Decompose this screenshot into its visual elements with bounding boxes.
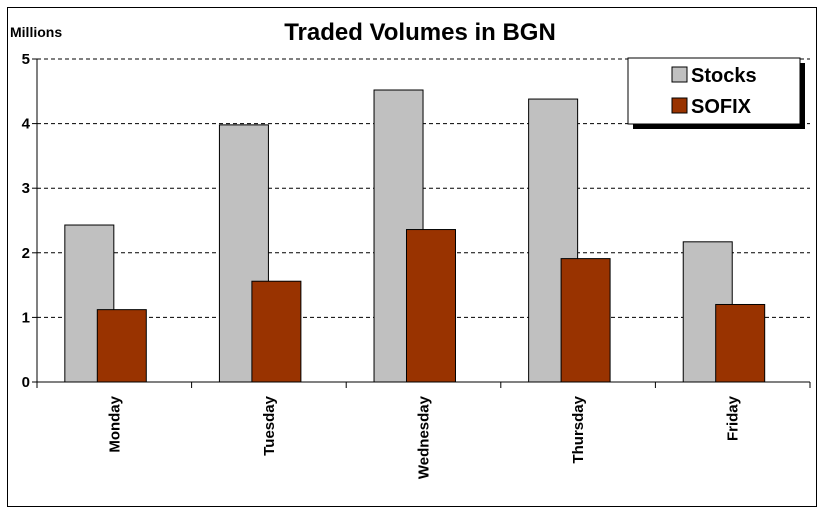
bar-sofix-wednesday (405, 229, 456, 383)
bars (64, 89, 766, 383)
x-category-label: Tuesday (261, 395, 278, 455)
y-tick-label: 5 (22, 51, 30, 68)
y-axis-ticks: 0 1 2 3 4 5 (22, 51, 37, 391)
y-tick-label: 0 (22, 374, 30, 391)
legend-box (627, 57, 801, 125)
bar-sofix-friday (715, 303, 766, 383)
bar-sofix-thursday (560, 258, 611, 383)
x-category-label: Wednesday (416, 395, 433, 479)
legend-swatch-sofix (671, 97, 688, 114)
bar-sofix-monday (96, 309, 147, 383)
bar-sofix-tuesday (251, 280, 302, 383)
legend-swatch-stocks (671, 66, 688, 83)
y-tick-label: 3 (22, 180, 30, 197)
legend-label-stocks: Stocks (691, 65, 757, 87)
y-tick-label: 1 (22, 309, 30, 326)
x-category-label: Monday (106, 395, 123, 452)
y-tick-label: 4 (22, 116, 31, 133)
axes (36, 59, 811, 388)
chart-title: Traded Volumes in BGN (284, 19, 556, 46)
x-axis-categories: Monday Tuesday Wednesday Thursday Friday (106, 395, 741, 479)
legend-label-sofix: SOFIX (691, 96, 752, 118)
y-tick-label: 2 (22, 245, 30, 262)
x-category-label: Friday (725, 395, 742, 441)
y-axis-units-label: Millions (10, 24, 62, 40)
legend: Stocks SOFIX (627, 57, 805, 129)
x-category-label: Thursday (570, 395, 587, 463)
